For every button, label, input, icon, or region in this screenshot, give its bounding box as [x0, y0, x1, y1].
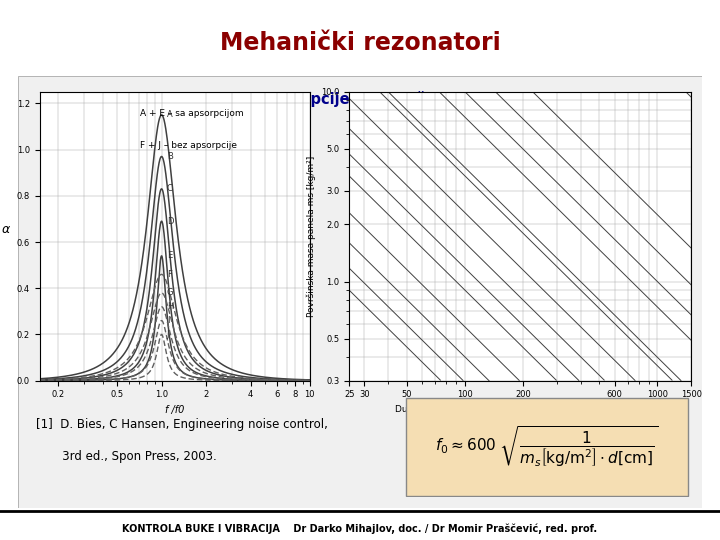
Text: A + E – sa apsorpcijom: A + E – sa apsorpcijom [140, 109, 243, 118]
Y-axis label: α: α [1, 223, 9, 237]
Text: G: G [167, 288, 174, 298]
Text: E: E [167, 252, 172, 260]
FancyBboxPatch shape [406, 398, 688, 496]
Text: Mehanički rezonatori: Mehanički rezonatori [220, 31, 500, 55]
Text: H: H [167, 302, 173, 311]
Text: C: C [167, 184, 173, 193]
Text: KONTROLA BUKE I VIBRACIJA    Dr Darko Mihajlov, doc. / Dr Momir Praščević, red. : KONTROLA BUKE I VIBRACIJA Dr Darko Mihaj… [122, 524, 598, 534]
Text: F + J – bez apsorpcije: F + J – bez apsorpcije [140, 141, 236, 150]
Text: Karakteristika apsorpcije mehaničkog rezonatora [1]: Karakteristika apsorpcije mehaničkog rez… [141, 91, 579, 107]
Text: [1]  D. Bies, C Hansen, Engineering noise control,: [1] D. Bies, C Hansen, Engineering noise… [36, 418, 328, 431]
Text: $f_0 \approx 600\;\sqrt{\dfrac{1}{m_s\left[\mathrm{kg/m^2}\right]\cdot d\left[\m: $f_0 \approx 600\;\sqrt{\dfrac{1}{m_s\le… [436, 424, 659, 469]
Text: A: A [167, 110, 173, 119]
Text: F: F [167, 270, 171, 279]
X-axis label: f /f0: f /f0 [165, 405, 184, 415]
Text: B: B [167, 152, 173, 161]
Text: I: I [167, 316, 169, 325]
Text: 3rd ed., Spon Press, 2003.: 3rd ed., Spon Press, 2003. [36, 450, 217, 463]
Text: D: D [167, 217, 174, 226]
FancyBboxPatch shape [18, 76, 702, 508]
Y-axis label: Površinska masa panela ms [kg/m²]: Površinska masa panela ms [kg/m²] [306, 156, 315, 317]
X-axis label: Dubina šupljine ispod panela – debljina komore d [mm]: Dubina šupljine ispod panela – debljina … [395, 405, 645, 415]
Text: J: J [167, 330, 169, 339]
